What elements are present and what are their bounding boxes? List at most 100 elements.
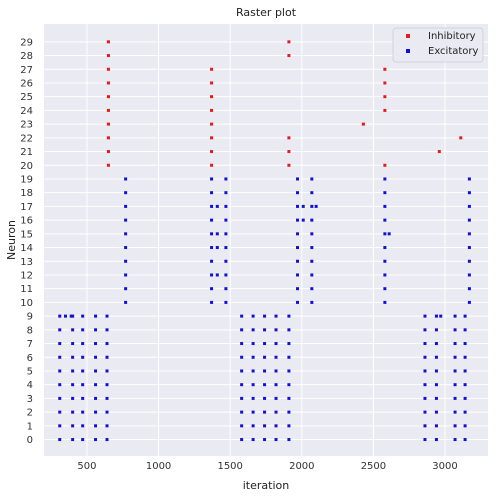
spike-excitatory — [434, 314, 438, 318]
spike-excitatory — [240, 314, 244, 318]
spike-excitatory — [58, 438, 62, 442]
spike-excitatory — [210, 259, 214, 263]
spike-excitatory — [383, 273, 387, 277]
spike-excitatory — [81, 383, 85, 387]
spike-excitatory — [274, 369, 278, 373]
spike-excitatory — [434, 355, 438, 359]
spike-excitatory — [463, 383, 467, 387]
spike-excitatory — [124, 300, 128, 304]
spike-excitatory — [274, 383, 278, 387]
spike-excitatory — [224, 191, 228, 195]
x-axis-label: iteration — [243, 479, 289, 492]
spike-excitatory — [58, 396, 62, 400]
spike-inhibitory — [106, 122, 110, 126]
spike-excitatory — [453, 328, 457, 332]
y-tick-label: 28 — [20, 51, 33, 62]
spike-excitatory — [453, 438, 457, 442]
spike-excitatory — [94, 328, 98, 332]
spike-inhibitory — [106, 150, 110, 154]
x-tick-label: 3000 — [432, 461, 457, 472]
spike-excitatory — [81, 369, 85, 373]
x-tick-label: 1000 — [146, 461, 171, 472]
spike-excitatory — [210, 232, 214, 236]
spike-excitatory — [423, 314, 427, 318]
spike-excitatory — [94, 314, 98, 318]
spike-excitatory — [240, 369, 244, 373]
spike-excitatory — [310, 246, 314, 250]
spike-excitatory — [124, 204, 128, 208]
spike-inhibitory — [106, 163, 110, 167]
spike-excitatory — [453, 383, 457, 387]
spike-excitatory — [301, 204, 305, 208]
spike-excitatory — [467, 218, 471, 222]
spike-inhibitory — [361, 122, 365, 126]
spike-excitatory — [124, 218, 128, 222]
spike-excitatory — [423, 438, 427, 442]
spike-excitatory — [287, 396, 291, 400]
spike-inhibitory — [106, 108, 110, 112]
spike-inhibitory — [210, 136, 214, 140]
spike-excitatory — [274, 328, 278, 332]
y-tick-label: 17 — [20, 202, 33, 213]
y-tick-label: 8 — [27, 325, 33, 336]
spike-excitatory — [467, 204, 471, 208]
spike-excitatory — [58, 355, 62, 359]
spike-inhibitory — [383, 163, 387, 167]
spike-excitatory — [105, 355, 109, 359]
spike-excitatory — [434, 410, 438, 414]
spike-excitatory — [434, 396, 438, 400]
spike-excitatory — [251, 342, 255, 346]
spike-excitatory — [310, 191, 314, 195]
spike-excitatory — [287, 424, 291, 428]
spike-excitatory — [453, 396, 457, 400]
y-tick-label: 14 — [20, 243, 33, 254]
spike-excitatory — [124, 287, 128, 291]
spike-excitatory — [58, 314, 62, 318]
spike-excitatory — [124, 232, 128, 236]
spike-excitatory — [224, 259, 228, 263]
spike-excitatory — [310, 218, 314, 222]
spike-excitatory — [210, 287, 214, 291]
spike-excitatory — [274, 424, 278, 428]
spike-excitatory — [383, 191, 387, 195]
spike-excitatory — [467, 300, 471, 304]
spike-excitatory — [251, 383, 255, 387]
y-tick-label: 18 — [20, 188, 33, 199]
spike-excitatory — [423, 424, 427, 428]
legend-label-inhibitory: Inhibitory — [428, 31, 476, 42]
spike-excitatory — [263, 424, 267, 428]
spike-excitatory — [240, 328, 244, 332]
spike-excitatory — [71, 328, 75, 332]
spike-excitatory — [467, 177, 471, 181]
y-tick-label: 2 — [27, 408, 33, 419]
spike-excitatory — [423, 355, 427, 359]
spike-excitatory — [463, 328, 467, 332]
spike-excitatory — [81, 410, 85, 414]
y-tick-label: 24 — [20, 106, 33, 117]
spike-excitatory — [224, 300, 228, 304]
spike-inhibitory — [383, 108, 387, 112]
spike-excitatory — [71, 383, 75, 387]
legend-marker-excitatory — [406, 49, 410, 53]
spike-inhibitory — [287, 40, 291, 44]
spike-excitatory — [453, 355, 457, 359]
spike-excitatory — [251, 410, 255, 414]
y-tick-label: 6 — [27, 353, 33, 364]
spike-excitatory — [434, 369, 438, 373]
spike-excitatory — [58, 424, 62, 428]
spike-excitatory — [296, 191, 300, 195]
spike-excitatory — [296, 300, 300, 304]
spike-excitatory — [383, 218, 387, 222]
spike-inhibitory — [210, 108, 214, 112]
legend-label-excitatory: Excitatory — [428, 46, 479, 57]
spike-excitatory — [210, 273, 214, 277]
spike-excitatory — [105, 438, 109, 442]
spike-excitatory — [463, 369, 467, 373]
spike-excitatory — [263, 396, 267, 400]
spike-excitatory — [94, 383, 98, 387]
spike-excitatory — [387, 232, 391, 236]
spike-excitatory — [434, 438, 438, 442]
spike-excitatory — [105, 369, 109, 373]
spike-excitatory — [296, 287, 300, 291]
spike-excitatory — [310, 259, 314, 263]
